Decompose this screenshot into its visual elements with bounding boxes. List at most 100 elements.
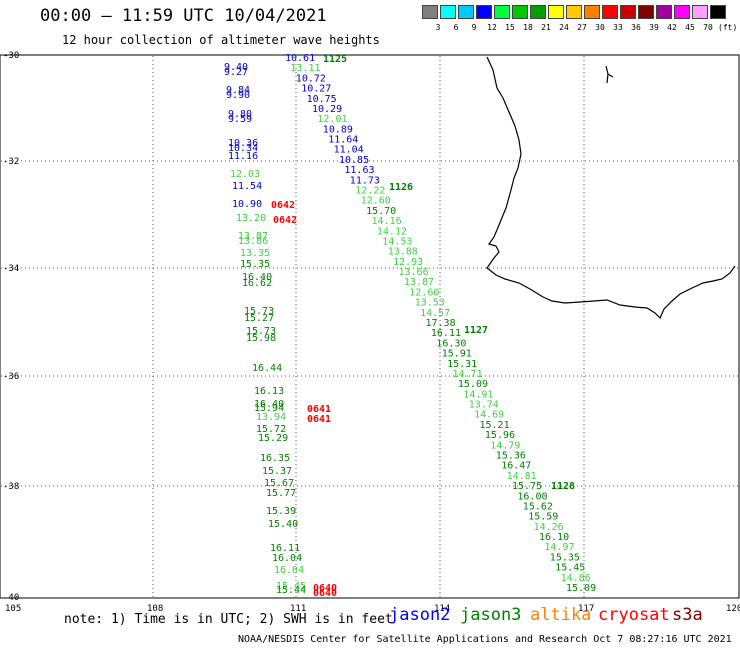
wave-height-value: 16.62 <box>242 278 272 289</box>
wave-height-value: 14.16 <box>372 216 402 227</box>
legend-altika: altika <box>530 605 592 625</box>
wave-height-value: 15.91 <box>442 349 472 360</box>
wave-height-value: 14.26 <box>534 522 564 533</box>
wave-height-value: 9.90 <box>226 90 250 101</box>
wave-height-value: 15.44 <box>276 585 306 596</box>
pass-time-label: 1127 <box>464 325 488 336</box>
wave-height-value: 10.85 <box>339 155 369 166</box>
legend-s3a: s3a <box>672 605 703 625</box>
lat-label: -30 <box>3 51 19 61</box>
pass-time-label: 0640 <box>313 583 337 594</box>
scale-swatch <box>584 5 600 19</box>
wave-height-value: 15.29 <box>258 433 288 444</box>
pass-time-label: 0641 <box>307 404 331 415</box>
wave-height-value: 15.67 <box>264 478 294 489</box>
wave-height-value: 14.71 <box>453 369 483 380</box>
pass-time-label: 1126 <box>389 182 413 193</box>
wave-height-value: 15.94 <box>254 403 284 414</box>
wave-height-value: 13.74 <box>469 400 499 411</box>
lat-label: -34 <box>3 264 19 274</box>
wave-height-value: 9.84 <box>226 85 250 96</box>
wave-height-value: 10.27 <box>301 84 331 95</box>
scale-swatch <box>476 5 492 19</box>
lon-label: 117 <box>578 604 594 614</box>
scale-swatch <box>440 5 456 19</box>
wave-height-value: 15.59 <box>528 512 558 523</box>
wave-height-value: 16.30 <box>436 338 466 349</box>
scale-swatch <box>494 5 510 19</box>
wave-height-value: 16.04 <box>274 565 304 576</box>
wave-height-value: 11.54 <box>232 181 262 192</box>
wave-height-value: 13.88 <box>388 247 418 258</box>
wave-height-value: 13.87 <box>404 277 434 288</box>
wave-height-value: 15.40 <box>268 519 298 530</box>
lat-label: -32 <box>3 157 19 167</box>
scale-label: 30 <box>595 23 605 32</box>
lat-label: -40 <box>3 593 19 603</box>
scale-label: 33 <box>613 23 623 32</box>
wave-height-value: 15.31 <box>447 359 477 370</box>
wave-height-value: 9.27 <box>224 67 248 78</box>
scale-label: 45 <box>685 23 695 32</box>
wave-height-value: 9.80 <box>228 109 252 120</box>
coastline-inlet <box>605 65 614 84</box>
wave-height-value: 10.89 <box>323 124 353 135</box>
legend-cryosat: cryosat <box>598 605 670 625</box>
wave-height-value: 15.73 <box>246 326 276 337</box>
wave-height-value: 12.60 <box>361 196 391 207</box>
map-title: 00:00 – 11:59 UTC 10/04/2021 <box>40 6 327 26</box>
wave-height-value: 12.93 <box>393 257 423 268</box>
wave-height-value: 15.62 <box>523 502 553 513</box>
lon-label: 111 <box>290 604 306 614</box>
wave-height-value: 10.72 <box>296 73 326 84</box>
lon-label: 114 <box>434 604 450 614</box>
wave-height-value: 16.40 <box>242 272 272 283</box>
graticule <box>1 56 738 597</box>
scale-swatch <box>566 5 582 19</box>
wave-height-value: 16.44 <box>252 363 282 374</box>
wave-height-value: 13.11 <box>290 63 320 74</box>
wave-height-value: 14.91 <box>463 389 493 400</box>
scale-swatch <box>530 5 546 19</box>
wave-height-value: 9.59 <box>228 114 252 125</box>
wave-height-value: 10.90 <box>232 199 262 210</box>
scale-swatch <box>710 5 726 19</box>
map-frame <box>0 54 740 599</box>
wave-height-value: 10.61 <box>285 53 315 64</box>
wave-height-value: 15.70 <box>366 206 396 217</box>
wave-height-value: 16.47 <box>501 461 531 472</box>
scale-swatch <box>548 5 564 19</box>
wave-height-value: 15.09 <box>458 379 488 390</box>
scale-swatch <box>620 5 636 19</box>
wave-height-value: 12.22 <box>355 186 385 197</box>
pass-time-label: 0642 <box>271 200 295 211</box>
scale-label: (ft) <box>718 23 738 32</box>
wave-height-value: 13.20 <box>236 213 266 224</box>
wave-height-value: 13.94 <box>256 412 286 423</box>
wave-height-value: 15.27 <box>244 313 274 324</box>
footer-note: note: 1) Time is in UTC; 2) SWH is in fe… <box>64 612 393 627</box>
wave-height-value: 13.66 <box>399 267 429 278</box>
wave-height-value: 15.37 <box>262 466 292 477</box>
scale-label: 39 <box>649 23 659 32</box>
wave-height-value: 13.53 <box>415 298 445 309</box>
wave-height-value: 14.53 <box>382 237 412 248</box>
wave-height-value: 16.13 <box>254 386 284 397</box>
scale-swatch <box>692 5 708 19</box>
wave-height-value: 12.60 <box>409 287 439 298</box>
wave-height-value: 14.97 <box>544 542 574 553</box>
wave-height-value: 14.86 <box>561 573 591 584</box>
wave-height-value: 16.11 <box>431 328 461 339</box>
wave-height-value: 15.96 <box>485 430 515 441</box>
wave-height-value: 14.81 <box>507 471 537 482</box>
scale-label: 6 <box>453 23 459 32</box>
wave-height-value: 10.34 <box>228 143 258 154</box>
map-subtitle: 12 hour collection of altimeter wave hei… <box>62 33 380 47</box>
wave-height-value: 13.86 <box>238 236 268 247</box>
scale-swatch <box>638 5 654 19</box>
scale-swatch <box>674 5 690 19</box>
scale-label: 21 <box>541 23 551 32</box>
wave-height-value: 11.63 <box>344 165 374 176</box>
wave-height-value: 11.73 <box>350 175 380 186</box>
